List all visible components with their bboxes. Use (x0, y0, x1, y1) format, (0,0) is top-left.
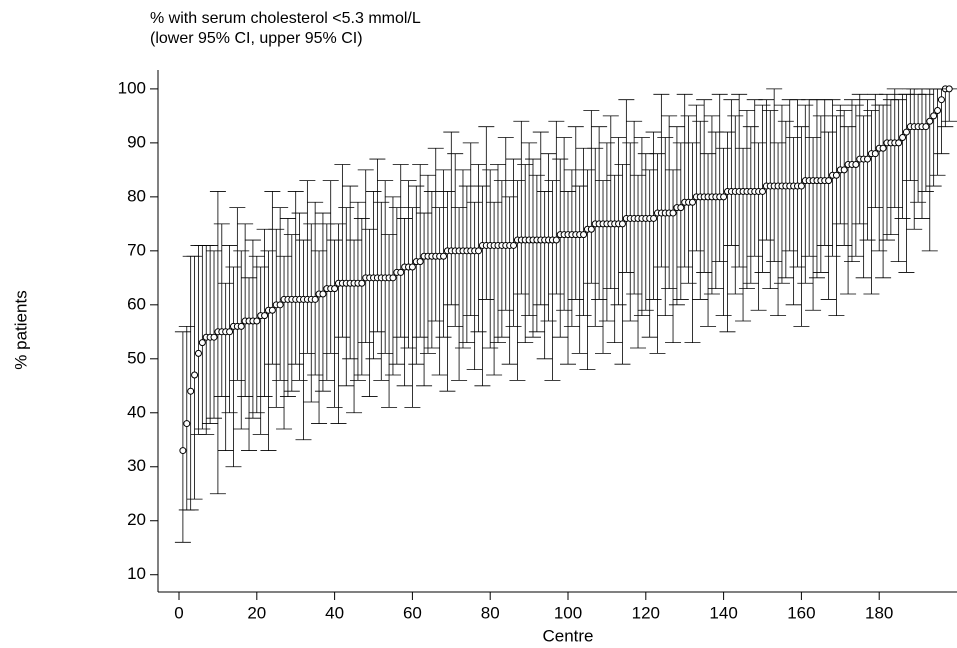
point (261, 312, 269, 320)
point (688, 198, 696, 206)
point (945, 85, 953, 93)
y-tick-label: 20 (127, 510, 146, 529)
point (191, 371, 199, 379)
y-tick-label: 50 (127, 348, 146, 367)
y-tick-label: 100 (118, 78, 146, 97)
x-tick-label: 20 (247, 603, 266, 622)
point (198, 339, 206, 347)
point (276, 301, 284, 309)
point (840, 166, 848, 174)
x-tick-label: 60 (403, 603, 422, 622)
y-tick-label: 70 (127, 240, 146, 259)
x-axis-label: Centre (542, 626, 593, 645)
point (899, 133, 907, 141)
y-axis-label: % patients (11, 290, 30, 369)
x-tick-label: 100 (554, 603, 582, 622)
point (397, 268, 405, 276)
point (759, 187, 767, 195)
point (669, 209, 677, 217)
point (580, 231, 588, 239)
point (677, 204, 685, 212)
point (358, 279, 366, 287)
y-tick-label: 60 (127, 294, 146, 313)
point (720, 193, 728, 201)
y-tick-label: 80 (127, 186, 146, 205)
point (618, 220, 626, 228)
y-tick-label: 90 (127, 132, 146, 151)
point (311, 295, 319, 303)
point (194, 349, 202, 357)
point (416, 258, 424, 266)
point (864, 155, 872, 163)
point (797, 182, 805, 190)
point (650, 214, 658, 222)
point (237, 322, 245, 330)
point (937, 96, 945, 104)
x-tick-label: 80 (481, 603, 500, 622)
x-tick-label: 160 (787, 603, 815, 622)
point (825, 177, 833, 185)
point (331, 285, 339, 293)
point (587, 225, 595, 233)
point (552, 236, 560, 244)
x-tick-label: 40 (325, 603, 344, 622)
point (183, 420, 191, 428)
x-tick-label: 0 (174, 603, 183, 622)
point (179, 447, 187, 455)
point (922, 123, 930, 131)
point (475, 247, 483, 255)
point (253, 317, 261, 325)
point (408, 263, 416, 271)
chart-subtitle: (lower 95% CI, upper 95% CI) (150, 30, 363, 47)
point (226, 328, 234, 336)
point (510, 241, 518, 249)
x-tick-label: 140 (709, 603, 737, 622)
chart-title: % with serum cholesterol <5.3 mmol/L (150, 10, 421, 27)
point (852, 160, 860, 168)
point (389, 274, 397, 282)
point (930, 112, 938, 120)
point (934, 106, 942, 114)
point (926, 117, 934, 125)
point (187, 387, 195, 395)
point (871, 150, 879, 158)
point (832, 171, 840, 179)
y-tick-label: 30 (127, 456, 146, 475)
y-tick-label: 40 (127, 402, 146, 421)
point (879, 144, 887, 152)
point (319, 290, 327, 298)
x-tick-label: 180 (865, 603, 893, 622)
x-tick-label: 120 (632, 603, 660, 622)
point (268, 306, 276, 314)
point (895, 139, 903, 147)
point (210, 333, 218, 341)
point (902, 128, 910, 136)
y-tick-label: 10 (127, 564, 146, 583)
point (440, 252, 448, 260)
